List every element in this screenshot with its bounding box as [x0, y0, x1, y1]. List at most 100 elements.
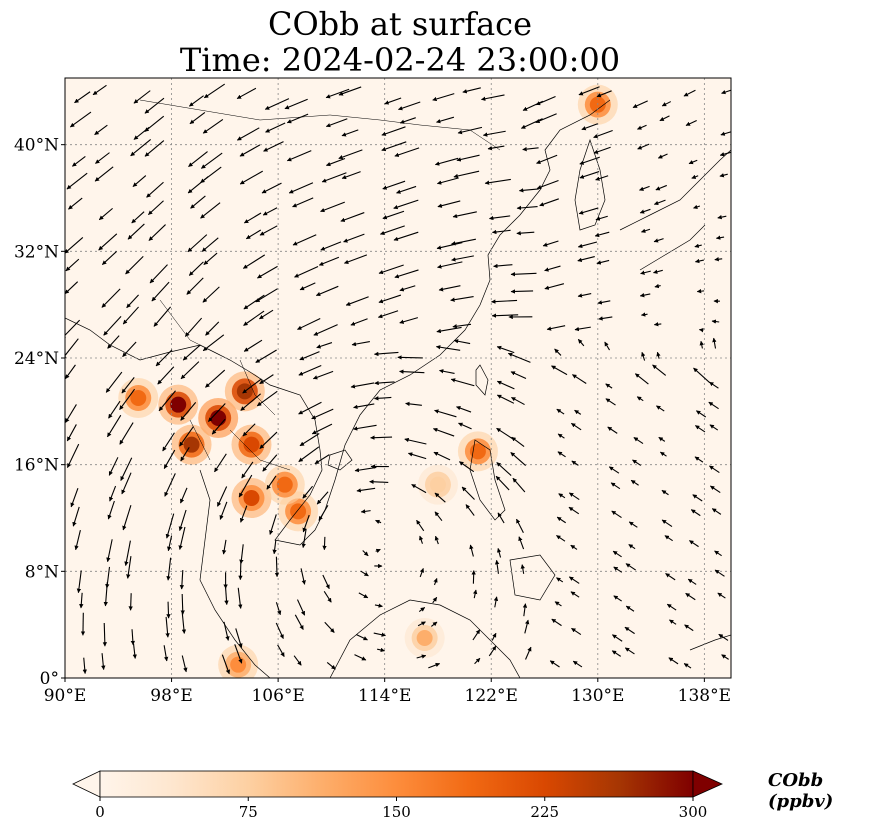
wind-arrow	[65, 404, 77, 423]
wind-arrow	[394, 147, 420, 157]
wind-arrow	[453, 339, 471, 345]
wind-arrow	[666, 603, 677, 611]
wind-arrow	[379, 225, 405, 236]
hotspot-7	[278, 491, 319, 532]
wind-arrow	[436, 177, 459, 185]
wind-arrow	[106, 539, 113, 563]
wind-arrow	[510, 452, 527, 466]
wind-arrow	[188, 261, 204, 276]
wind-arrow	[709, 424, 719, 431]
wind-arrow	[554, 601, 562, 607]
wind-arrow	[321, 172, 347, 183]
hotspot-layer	[118, 84, 618, 678]
wind-arrow	[239, 170, 264, 185]
wind-arrow	[481, 94, 505, 101]
wind-arrow	[103, 316, 122, 336]
wind-arrow	[719, 173, 728, 178]
wind-arrow	[639, 185, 650, 191]
wind-arrow	[343, 233, 365, 243]
wind-arrow	[417, 621, 426, 627]
wind-arrow	[294, 614, 304, 630]
wind-arrow	[511, 396, 525, 406]
wind-arrow	[242, 378, 262, 394]
wind-arrow	[121, 377, 135, 394]
wind-arrow	[148, 200, 164, 216]
wind-arrow	[353, 403, 375, 410]
wind-arrow	[653, 322, 662, 327]
wind-arrow	[130, 138, 152, 157]
wind-arrow	[259, 431, 278, 449]
wind-arrow	[352, 424, 377, 431]
wind-arrow	[207, 403, 226, 422]
wind-arrow	[65, 319, 81, 340]
wind-arrow	[126, 556, 132, 579]
wind-arrow	[653, 199, 666, 206]
wind-arrow	[568, 492, 580, 500]
wind-arrow	[190, 195, 206, 209]
wind-arrow	[255, 288, 278, 303]
wind-arrow	[132, 643, 137, 659]
wind-arrow	[377, 647, 386, 653]
wind-arrow	[144, 140, 165, 157]
wind-arrow	[516, 230, 535, 236]
wind-arrow	[472, 589, 478, 599]
wind-arrow	[404, 437, 427, 445]
wind-arrow	[374, 603, 383, 608]
wind-arrow	[122, 505, 132, 531]
colorbar-tick-label-3: 225	[530, 803, 559, 821]
wind-arrow	[497, 512, 505, 524]
wind-arrow	[416, 519, 425, 532]
wind-arrow	[318, 256, 340, 266]
wind-arrow	[451, 238, 476, 246]
wind-arrow	[430, 621, 438, 627]
wind-arrow	[558, 493, 566, 499]
wind-arrow	[360, 509, 371, 514]
wind-arrow	[694, 258, 704, 264]
wind-arrow	[639, 208, 651, 214]
wind-arrow	[660, 451, 667, 457]
wind-arrow	[354, 654, 367, 661]
wind-arrow	[341, 171, 361, 180]
wind-arrow	[436, 326, 462, 334]
wind-arrow	[456, 154, 480, 162]
hotspot-9	[457, 431, 498, 472]
wind-arrow	[65, 281, 79, 295]
wind-arrow	[256, 390, 278, 407]
wind-arrow	[239, 144, 261, 157]
wind-arrow	[718, 633, 729, 641]
wind-arrow	[496, 345, 515, 354]
wind-arrow	[314, 454, 330, 465]
wind-arrow	[203, 252, 218, 265]
wind-arrow	[411, 483, 427, 494]
wind-arrow	[166, 601, 171, 619]
border-lines	[139, 99, 501, 471]
wind-arrow	[350, 318, 368, 326]
wind-arrow	[458, 422, 472, 430]
wind-arrow	[544, 283, 565, 290]
wind-arrow	[167, 535, 173, 552]
wind-arrow	[325, 88, 350, 99]
wind-arrow	[496, 547, 502, 558]
wind-arrow	[120, 457, 133, 481]
wind-arrow	[178, 526, 186, 550]
wind-arrow	[605, 383, 613, 389]
wind-arrow	[418, 607, 426, 612]
wind-arrow	[66, 424, 77, 442]
wind-arrow	[693, 367, 710, 383]
wind-arrow	[546, 325, 566, 331]
colorbar-tick-label-4: 300	[679, 803, 708, 821]
wind-arrow	[511, 436, 525, 448]
wind-arrow	[119, 422, 134, 445]
wind-arrow	[315, 285, 339, 297]
wind-arrow	[202, 286, 220, 303]
wind-arrow	[121, 472, 132, 495]
wind-arrow	[436, 116, 455, 124]
wind-arrow	[274, 556, 280, 578]
wind-arrow	[221, 654, 231, 675]
wind-arrow	[598, 316, 613, 321]
wind-arrow	[338, 86, 362, 96]
wind-arrow	[101, 288, 121, 308]
x-tick-label-3: 114°E	[358, 686, 411, 706]
wind-arrow	[624, 647, 635, 655]
wind-arrow	[568, 506, 580, 515]
